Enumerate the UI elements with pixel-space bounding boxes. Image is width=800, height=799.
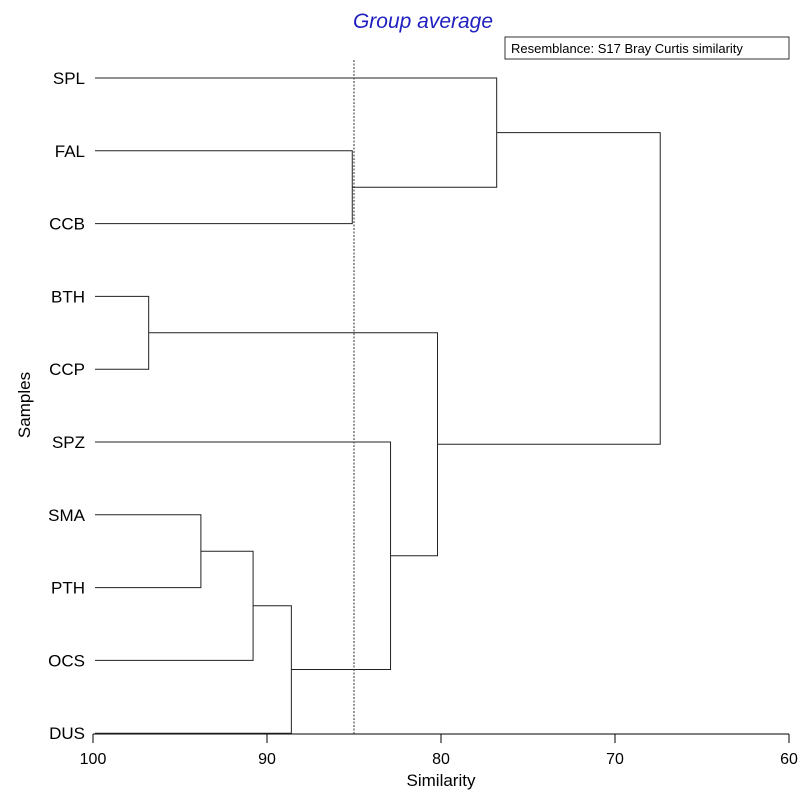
leaf-label-fal: FAL [55,142,85,161]
branch-m1-ocs [95,550,254,661]
x-tick-label-60: 60 [780,751,798,768]
leaf-label-ccp: CCP [49,360,85,379]
leaf-label-ocs: OCS [48,651,85,670]
chart-title: Group average [353,10,493,33]
branch-bth-ccp [95,295,150,370]
leaf-label-pth: PTH [51,579,85,598]
leaf-label-dus: DUS [49,724,85,743]
resemblance-box [504,36,790,60]
leaf-label-spz: SPZ [52,433,85,452]
branch-m7-m6 [437,132,661,445]
branch-m0-m5 [148,332,439,557]
resemblance-note: Resemblance: S17 Bray Curtis similarity [511,41,743,56]
x-tick-label-80: 80 [432,751,450,768]
leaf-label-spl: SPL [53,69,85,88]
x-tick-label-90: 90 [258,751,276,768]
branch-spz-m3 [95,441,392,670]
leaf-label-bth: BTH [51,287,85,306]
branch-m2-dus [95,605,292,734]
x-axis-label: Similarity [407,771,476,790]
y-axis-label: Samples [15,372,34,438]
leaf-label-ccb: CCB [49,215,85,234]
leaf-labels: SPL FAL CCB BTH CCP SPZ SMA PTH OCS DUS [48,69,86,743]
leaf-label-sma: SMA [48,506,86,525]
x-ticks: 100 90 80 70 60 [80,734,798,768]
x-tick-label-70: 70 [606,751,624,768]
branch-sma-pth [95,514,202,589]
x-tick-label-100: 100 [80,751,107,768]
branch-fal-ccb [95,150,353,225]
branch-spl-m4 [95,77,498,188]
dendrogram-branches [95,77,661,734]
